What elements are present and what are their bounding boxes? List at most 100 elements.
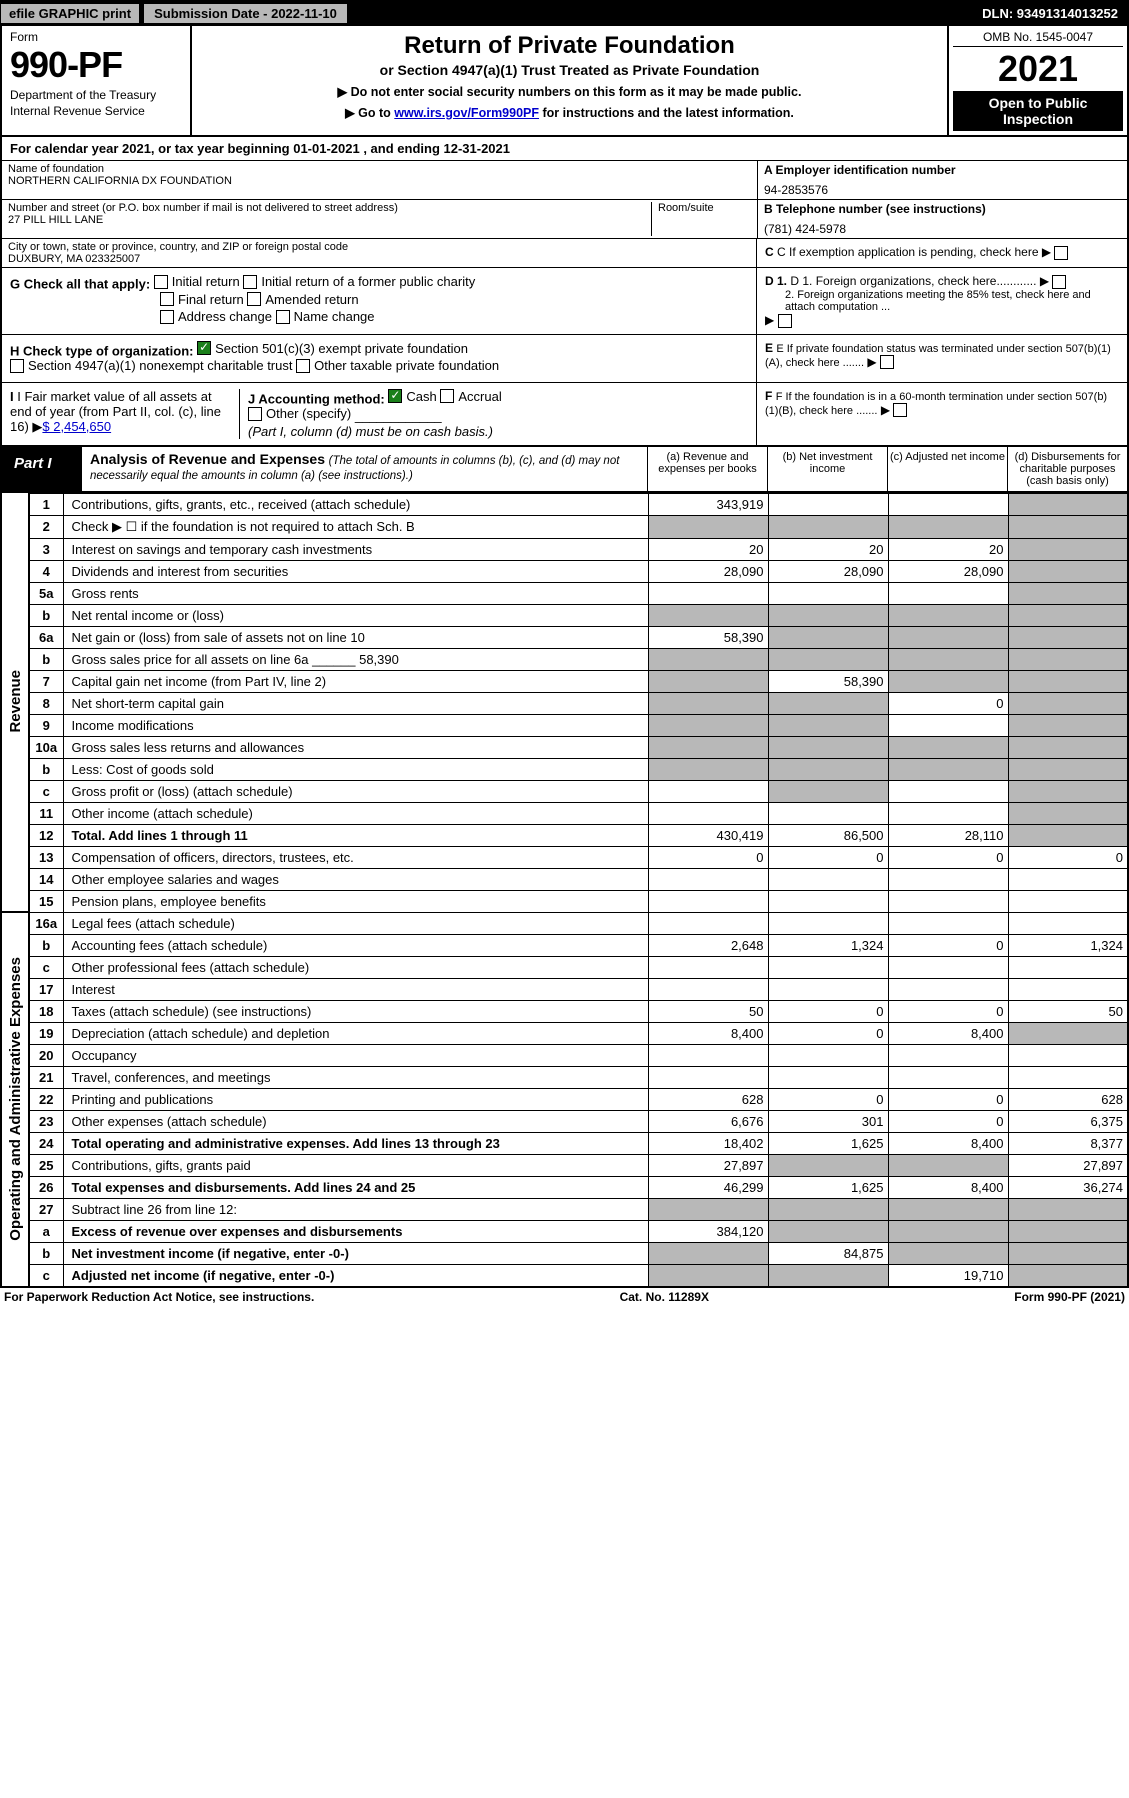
table-row: 23Other expenses (attach schedule)6,6763… [29, 1110, 1128, 1132]
table-row: 19Depreciation (attach schedule) and dep… [29, 1022, 1128, 1044]
header-left: Form 990-PF Department of the Treasury I… [2, 26, 192, 135]
table-row: 24Total operating and administrative exp… [29, 1132, 1128, 1154]
title-main: Return of Private Foundation [204, 32, 935, 60]
form-number: 990-PF [10, 44, 182, 86]
chk-other-tax[interactable] [296, 359, 310, 373]
chk-addr[interactable] [160, 310, 174, 324]
ein-value: 94-2853576 [764, 183, 1121, 197]
chk-cash[interactable] [388, 389, 402, 403]
part1-title: Analysis of Revenue and Expenses [90, 451, 325, 467]
table-row: 21Travel, conferences, and meetings [29, 1066, 1128, 1088]
d1-label: D 1. D 1. Foreign organizations, check h… [765, 274, 1119, 289]
table-row: bLess: Cost of goods sold [29, 758, 1128, 780]
d2-label: 2. Foreign organizations meeting the 85%… [785, 289, 1119, 313]
chk-accrual[interactable] [440, 389, 454, 403]
chk-final[interactable] [160, 292, 174, 306]
part1-header: Part I Analysis of Revenue and Expenses … [0, 447, 1129, 493]
d1-checkbox[interactable] [1052, 275, 1066, 289]
dept-treasury: Department of the Treasury [10, 88, 182, 102]
table-row: 15Pension plans, employee benefits [29, 890, 1128, 912]
table-row: 12Total. Add lines 1 through 11430,41986… [29, 824, 1128, 846]
room-label: Room/suite [658, 202, 751, 214]
form-label: Form [10, 30, 182, 44]
chk-initial[interactable] [154, 275, 168, 289]
chk-other-acct[interactable] [248, 407, 262, 421]
table-row: 8Net short-term capital gain0 [29, 692, 1128, 714]
form-header: Form 990-PF Department of the Treasury I… [0, 26, 1129, 137]
table-row: cGross profit or (loss) (attach schedule… [29, 780, 1128, 802]
table-row: 16aLegal fees (attach schedule) [29, 912, 1128, 934]
table-row: aExcess of revenue over expenses and dis… [29, 1220, 1128, 1242]
header-right: OMB No. 1545-0047 2021 Open to Public In… [947, 26, 1127, 135]
chk-amended[interactable] [247, 292, 261, 306]
ein-label: A Employer identification number [764, 163, 956, 177]
table-row: 13Compensation of officers, directors, t… [29, 846, 1128, 868]
footer-right: Form 990-PF (2021) [1014, 1290, 1125, 1304]
open-public: Open to Public Inspection [953, 91, 1123, 131]
dept-irs: Internal Revenue Service [10, 104, 182, 118]
table-row: 25Contributions, gifts, grants paid27,89… [29, 1154, 1128, 1176]
title-sub: or Section 4947(a)(1) Trust Treated as P… [204, 62, 935, 78]
table-row: 7Capital gain net income (from Part IV, … [29, 670, 1128, 692]
tel-value: (781) 424-5978 [764, 222, 1121, 236]
fmv-amount: $ 2,454,650 [42, 419, 111, 434]
name-label: Name of foundation [8, 163, 751, 175]
footer: For Paperwork Reduction Act Notice, see … [0, 1288, 1129, 1306]
table-row: cAdjusted net income (if negative, enter… [29, 1264, 1128, 1287]
col-c-hdr: (c) Adjusted net income [887, 447, 1007, 491]
table-row: bGross sales price for all assets on lin… [29, 648, 1128, 670]
table-row: bNet rental income or (loss) [29, 604, 1128, 626]
note-goto: ▶ Go to www.irs.gov/Form990PF for instru… [204, 105, 935, 120]
e-checkbox[interactable] [880, 355, 894, 369]
chk-4947[interactable] [10, 359, 24, 373]
table-row: cOther professional fees (attach schedul… [29, 956, 1128, 978]
expenses-sidebar: Operating and Administrative Expenses [5, 951, 26, 1247]
table-row: 2Check ▶ ☐ if the foundation is not requ… [29, 515, 1128, 538]
main-table: 1Contributions, gifts, grants, etc., rec… [28, 493, 1129, 1288]
table-row: 14Other employee salaries and wages [29, 868, 1128, 890]
header-mid: Return of Private Foundation or Section … [192, 26, 947, 135]
table-row: bAccounting fees (attach schedule)2,6481… [29, 934, 1128, 956]
d2-checkbox[interactable] [778, 314, 792, 328]
c-label: C If exemption application is pending, c… [777, 245, 1039, 259]
table-row: 5aGross rents [29, 582, 1128, 604]
calendar-year-row: For calendar year 2021, or tax year begi… [2, 137, 1127, 161]
revenue-sidebar: Revenue [5, 664, 26, 739]
addr-label: Number and street (or P.O. box number if… [8, 202, 651, 214]
table-row: 9Income modifications [29, 714, 1128, 736]
chk-501c3[interactable] [197, 341, 211, 355]
chk-name[interactable] [276, 310, 290, 324]
efile-label[interactable]: efile GRAPHIC print [1, 4, 140, 23]
col-d-hdr: (d) Disbursements for charitable purpose… [1007, 447, 1127, 491]
city-label: City or town, state or province, country… [8, 241, 750, 253]
col-b-hdr: (b) Net investment income [767, 447, 887, 491]
dln: DLN: 93491314013252 [972, 4, 1128, 23]
c-checkbox[interactable] [1054, 246, 1068, 260]
table-row: 1Contributions, gifts, grants, etc., rec… [29, 493, 1128, 515]
f-checkbox[interactable] [893, 403, 907, 417]
table-row: 6aNet gain or (loss) from sale of assets… [29, 626, 1128, 648]
part1-label: Part I [2, 447, 82, 491]
table-row: 3Interest on savings and temporary cash … [29, 538, 1128, 560]
table-row: 27Subtract line 26 from line 12: [29, 1198, 1128, 1220]
main-table-wrap: Revenue Operating and Administrative Exp… [0, 493, 1129, 1288]
j-note: (Part I, column (d) must be on cash basi… [248, 424, 493, 439]
table-row: 10aGross sales less returns and allowanc… [29, 736, 1128, 758]
foundation-name: NORTHERN CALIFORNIA DX FOUNDATION [8, 175, 751, 187]
city-value: DUXBURY, MA 023325007 [8, 253, 750, 265]
addr-value: 27 PILL HILL LANE [8, 214, 651, 226]
table-row: 17Interest [29, 978, 1128, 1000]
g-label: G Check all that apply: [10, 277, 150, 292]
info-section: For calendar year 2021, or tax year begi… [0, 137, 1129, 447]
table-row: 26Total expenses and disbursements. Add … [29, 1176, 1128, 1198]
col-a-hdr: (a) Revenue and expenses per books [647, 447, 767, 491]
j-label: J Accounting method: [248, 391, 385, 406]
table-row: 4Dividends and interest from securities2… [29, 560, 1128, 582]
submission-date: Submission Date - 2022-11-10 [144, 4, 347, 23]
table-row: 22Printing and publications62800628 [29, 1088, 1128, 1110]
note-ssn: ▶ Do not enter social security numbers o… [204, 84, 935, 99]
topbar: efile GRAPHIC print Submission Date - 20… [0, 0, 1129, 26]
chk-initial-pc[interactable] [243, 275, 257, 289]
tel-label: B Telephone number (see instructions) [764, 202, 986, 216]
instructions-link[interactable]: www.irs.gov/Form990PF [394, 106, 539, 120]
